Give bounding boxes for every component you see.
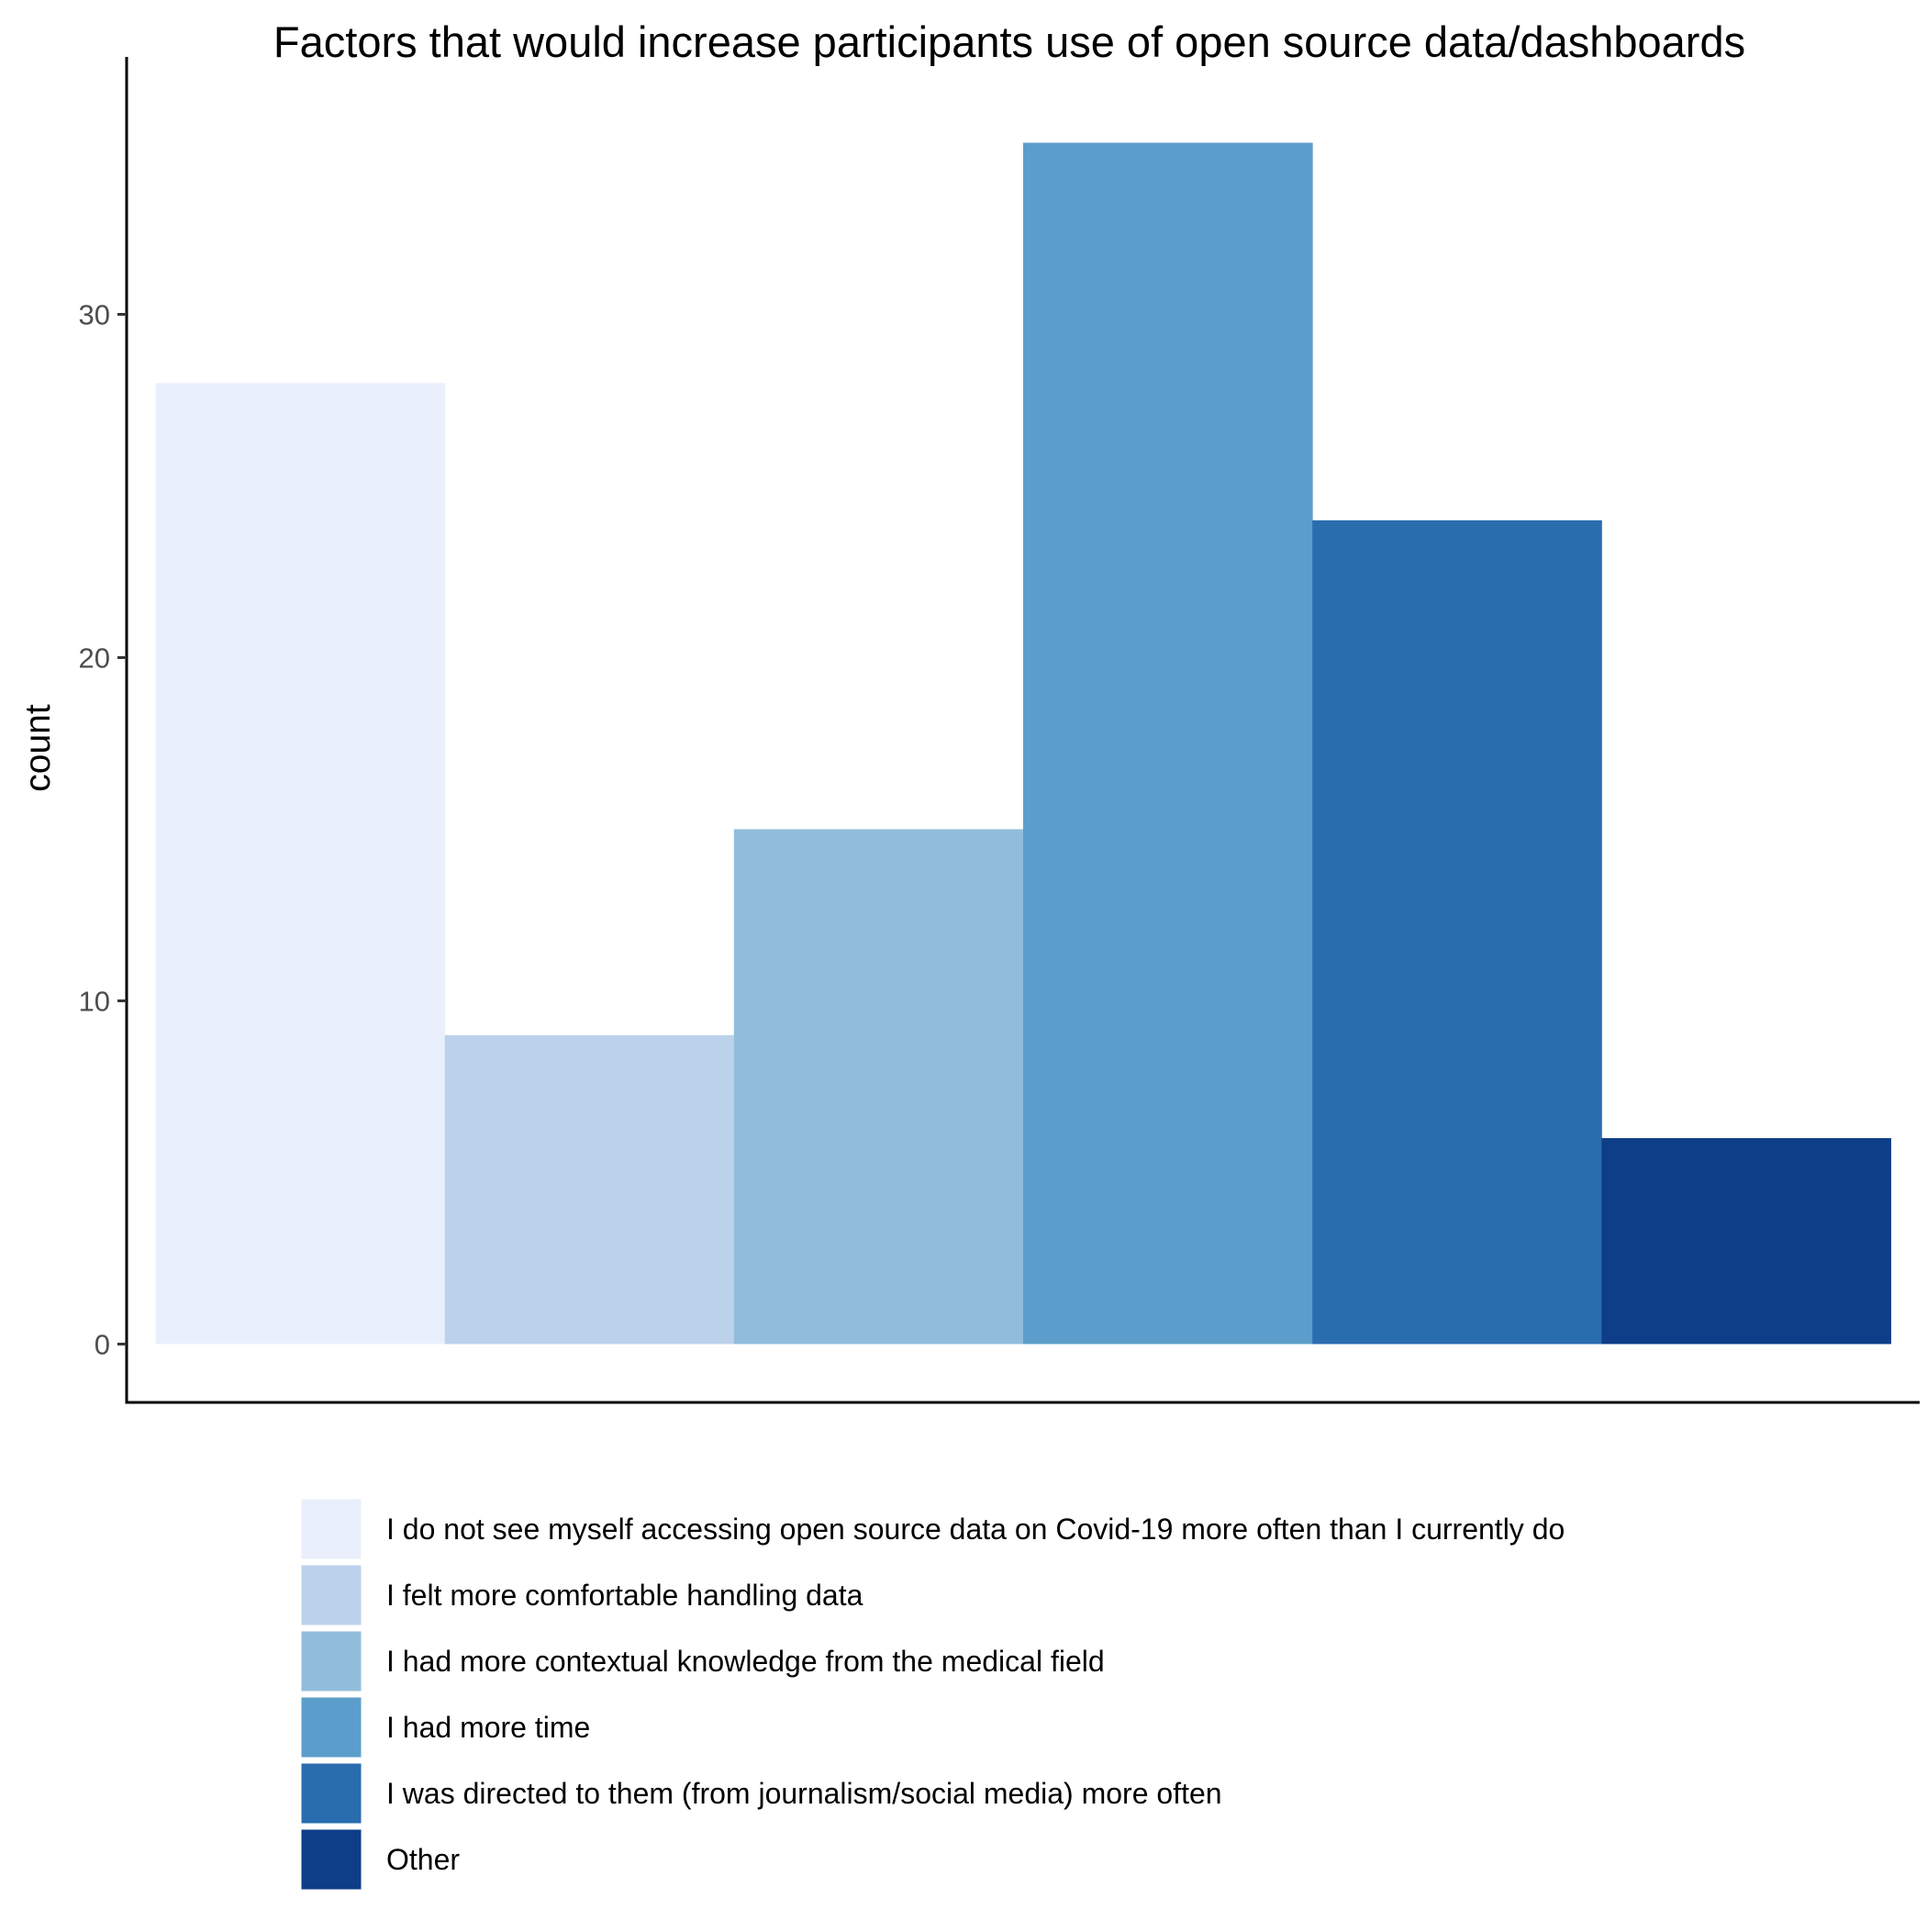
legend-item: Other [298, 1826, 460, 1893]
legend-item: I had more time [298, 1694, 590, 1760]
bar-3 [733, 829, 1024, 1345]
legend-label: I was directed to them (from journalism/… [386, 1777, 1222, 1810]
legend-swatch [298, 1760, 364, 1826]
bar-6 [1601, 1138, 1891, 1345]
legend: I do not see myself accessing open sourc… [298, 1496, 1565, 1893]
legend-item: I do not see myself accessing open sourc… [298, 1496, 1565, 1562]
legend-label: I do not see myself accessing open sourc… [386, 1513, 1565, 1546]
legend-item: I had more contextual knowledge from the… [298, 1628, 1105, 1694]
legend-item: I felt more comfortable handling data [298, 1562, 863, 1628]
legend-swatch [298, 1694, 364, 1760]
y-tick-label: 30 [79, 298, 110, 330]
y-tick-label: 20 [79, 642, 110, 674]
legend-item: I was directed to them (from journalism/… [298, 1760, 1222, 1826]
y-axis-title: count [18, 704, 58, 792]
legend-swatch [298, 1562, 364, 1628]
legend-label: I had more time [386, 1711, 590, 1744]
legend-swatch [298, 1628, 364, 1694]
legend-label: I had more contextual knowledge from the… [386, 1645, 1105, 1678]
y-tick-label: 10 [79, 985, 110, 1017]
bar-4 [1023, 142, 1313, 1345]
bar-2 [444, 1034, 735, 1345]
legend-label: I felt more comfortable handling data [386, 1579, 863, 1612]
bar-5 [1312, 519, 1602, 1345]
legend-label: Other [386, 1843, 460, 1876]
y-tick-label: 0 [95, 1328, 110, 1360]
chart-title: Factors that would increase participants… [273, 17, 1745, 66]
legend-swatch [298, 1496, 364, 1562]
bar-1 [155, 383, 446, 1345]
legend-swatch [298, 1826, 364, 1893]
axes-layer: 0 10 20 30 [79, 57, 1920, 1404]
bars-layer [155, 142, 1891, 1345]
